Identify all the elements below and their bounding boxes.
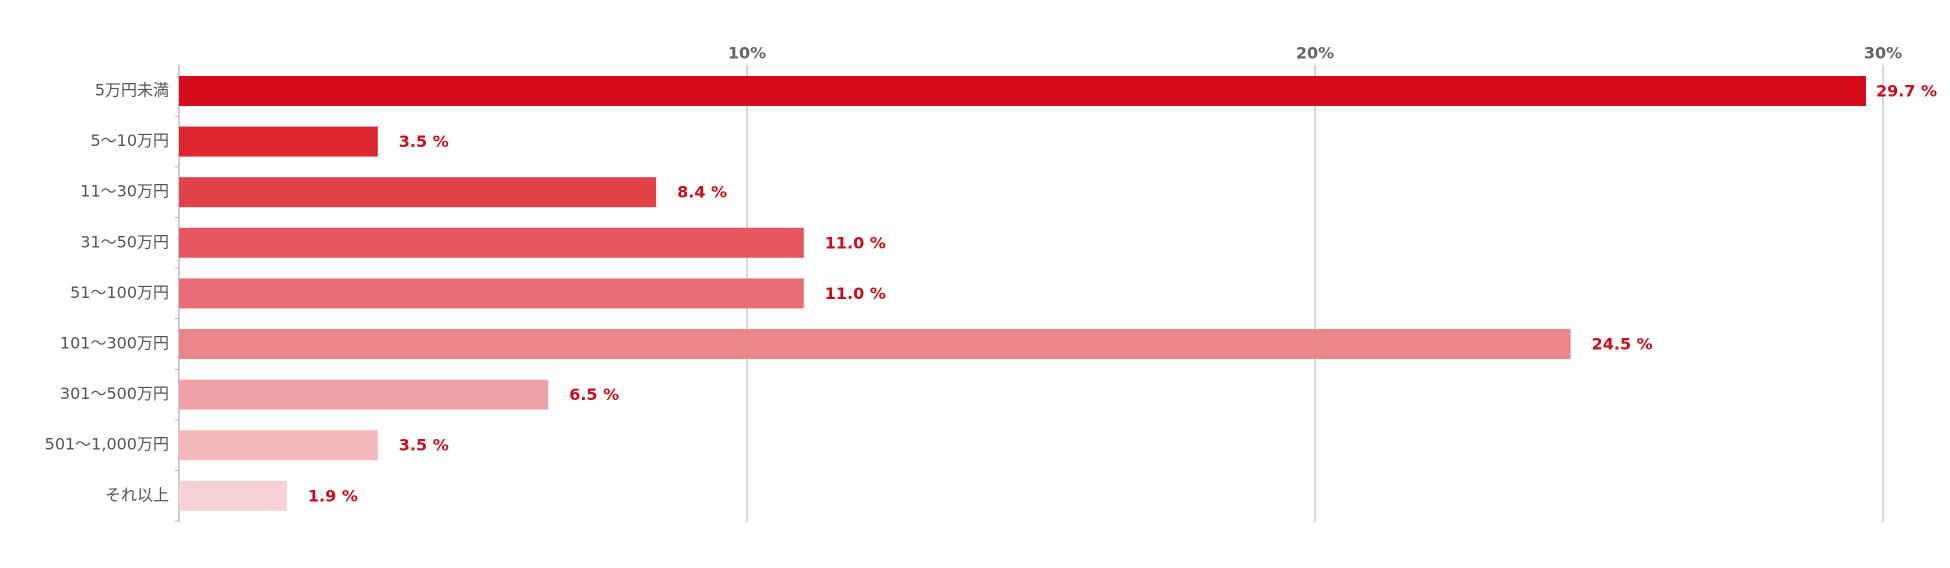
bar: [179, 177, 657, 208]
value-label: 6.5 %: [569, 385, 619, 404]
bar: [179, 76, 1866, 106]
bar: [179, 227, 804, 258]
y-tick-label: 51〜100万円: [70, 283, 169, 302]
bar: [179, 480, 287, 511]
value-label: 1.9 %: [308, 486, 358, 505]
bar: [179, 379, 549, 410]
y-tick-label: それ以上: [105, 485, 169, 504]
y-tick-label: 5万円未満: [95, 81, 169, 100]
y-tick-label: 5〜10万円: [90, 131, 169, 150]
x-tick-label: 10%: [728, 44, 766, 63]
value-label: 24.5 %: [1592, 335, 1653, 354]
x-tick-label: 30%: [1864, 44, 1902, 63]
value-label: 3.5 %: [399, 436, 449, 455]
value-label: 11.0 %: [825, 233, 886, 252]
value-label: 3.5 %: [399, 132, 449, 151]
bar: [179, 430, 378, 461]
bar: [179, 126, 378, 157]
y-tick-label: 11〜30万円: [80, 182, 169, 201]
x-tick-label: 20%: [1296, 44, 1334, 63]
y-tick-label: 31〜50万円: [80, 232, 169, 251]
y-tick-label: 101〜300万円: [60, 334, 169, 353]
bar: [179, 278, 804, 309]
value-label: 8.4 %: [677, 183, 727, 202]
y-tick-label: 501〜1,000万円: [45, 435, 169, 454]
value-label: 11.0 %: [825, 284, 886, 303]
value-label: 29.7 %: [1876, 82, 1937, 101]
y-tick-label: 301〜500万円: [60, 384, 169, 403]
bar: [179, 329, 1571, 359]
